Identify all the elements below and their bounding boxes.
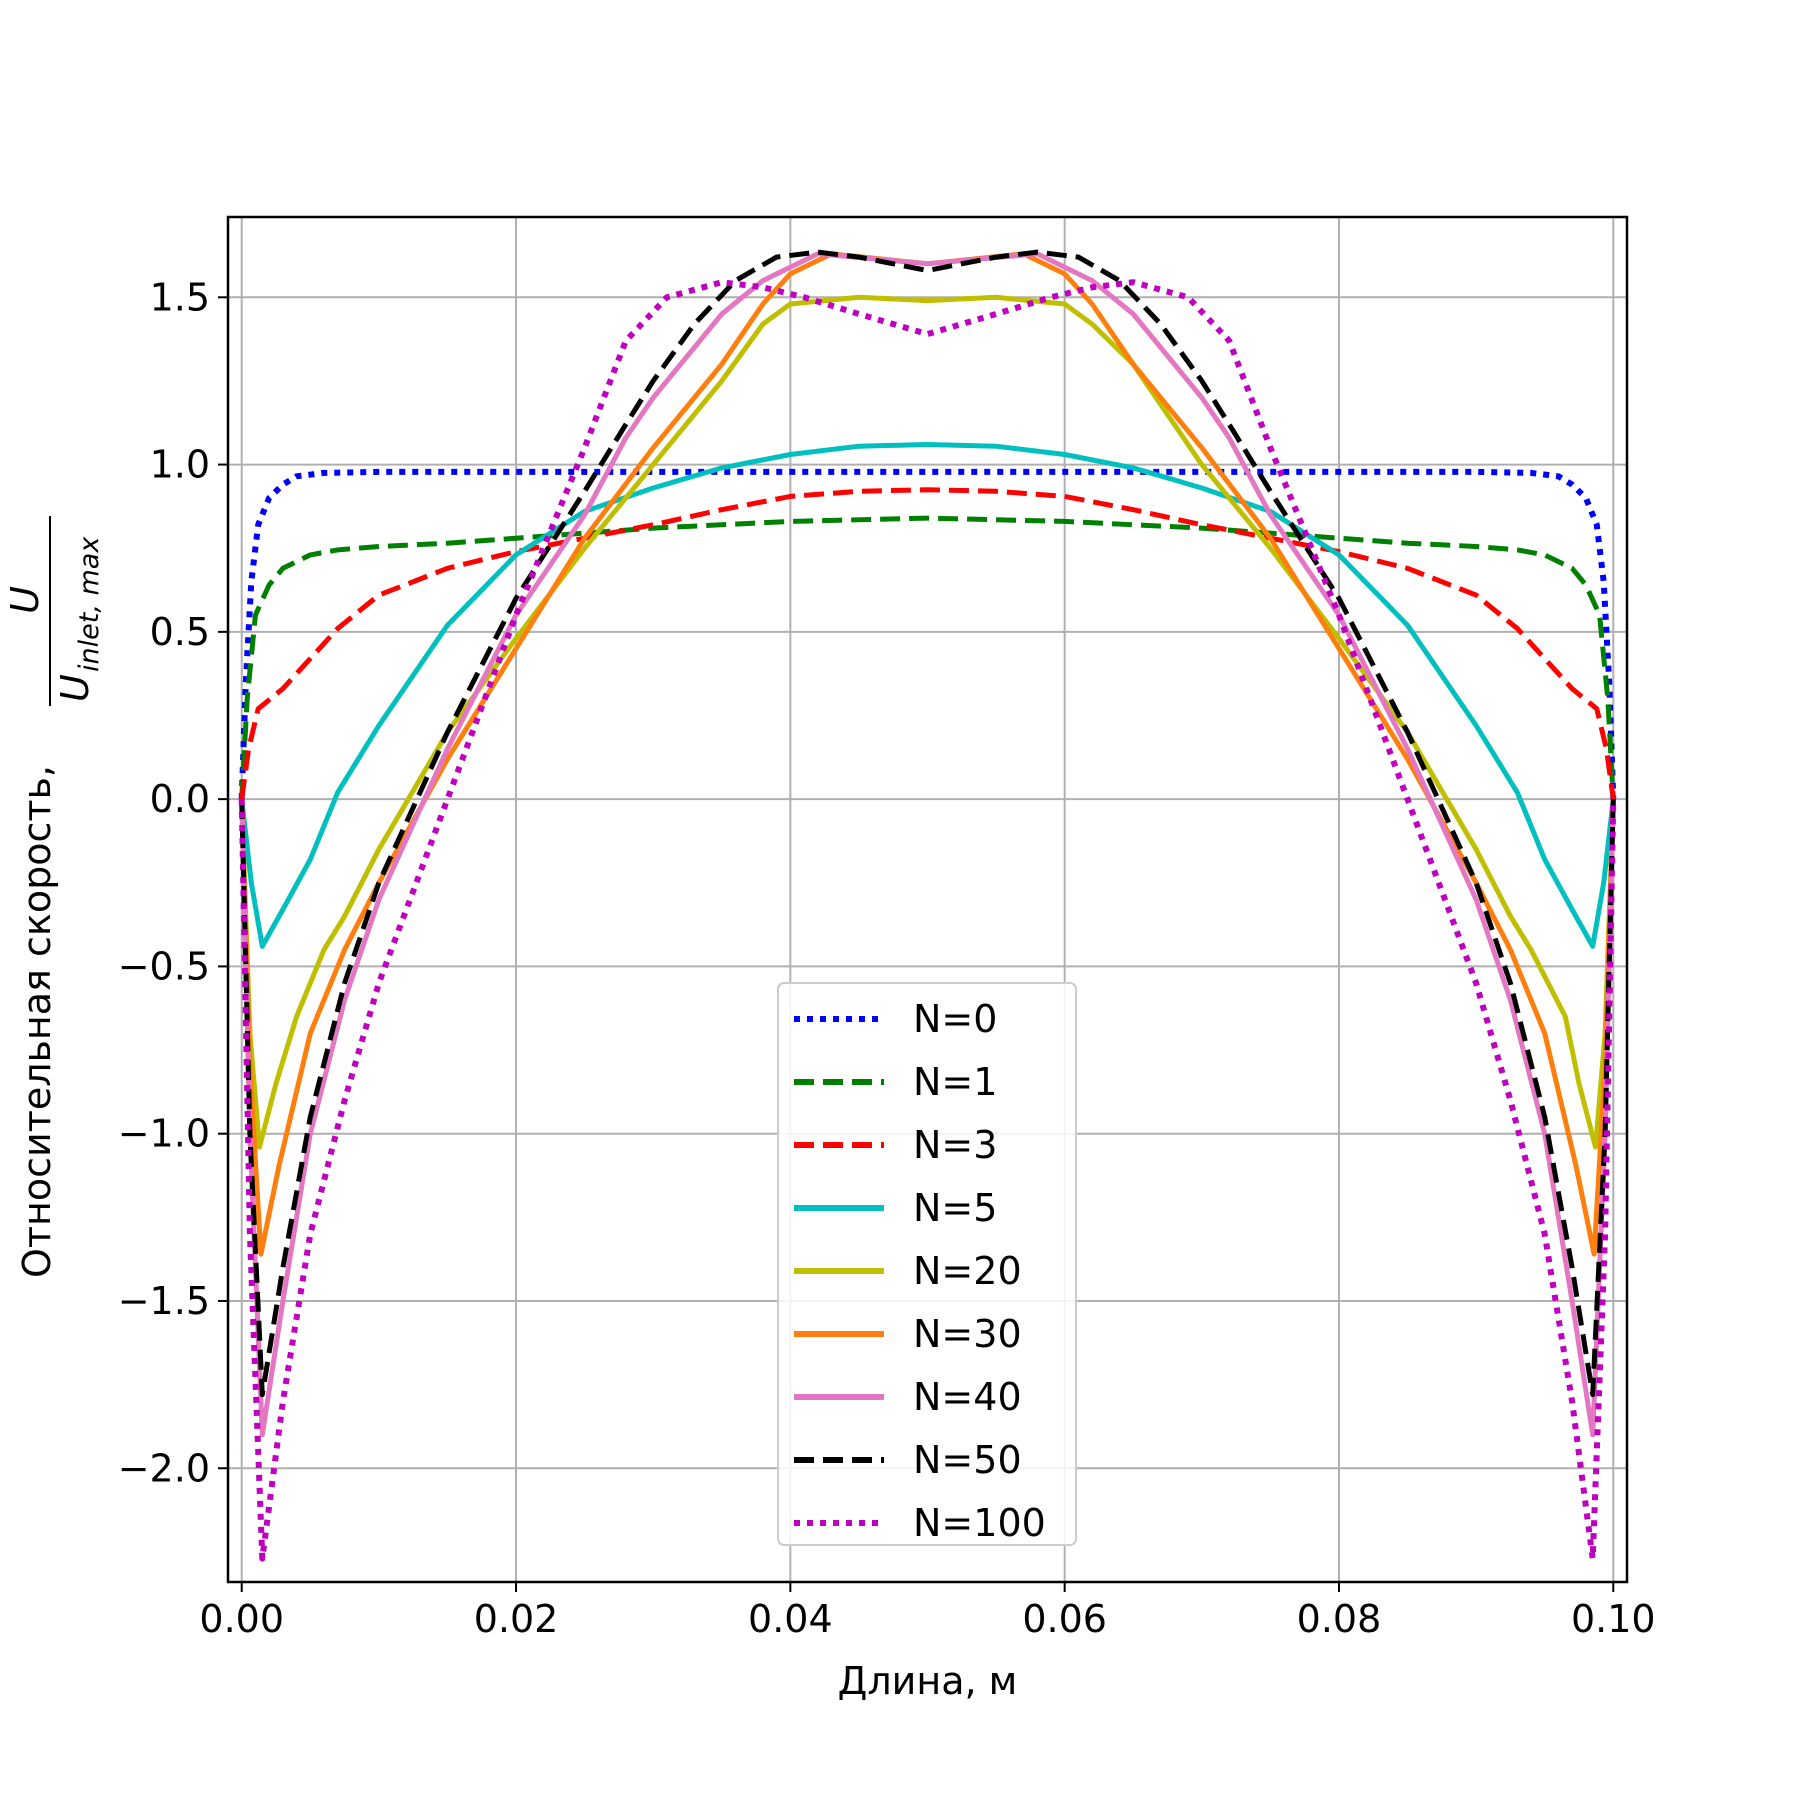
legend-label: N=0 xyxy=(913,997,997,1041)
series-line-n-5 xyxy=(239,442,1616,949)
legend-label: N=1 xyxy=(913,1060,997,1104)
x-tick-label: 0.06 xyxy=(1022,1597,1107,1641)
legend-label: N=100 xyxy=(913,1501,1046,1545)
x-tick-label: 0.00 xyxy=(199,1597,284,1641)
legend-label: N=3 xyxy=(913,1123,997,1167)
legend-label: N=30 xyxy=(913,1312,1022,1356)
y-axis-ticks: −2.0 −1.5 −1.0 −0.5 0.0 0.5 1.0 1.5 xyxy=(118,275,228,1490)
grid xyxy=(228,217,1627,1582)
x-tick-label: 0.02 xyxy=(474,1597,559,1641)
series-line-n-50 xyxy=(239,249,1616,1398)
y-tick-label: −1.0 xyxy=(118,1112,210,1156)
series-layer xyxy=(238,249,1617,1562)
y-axis-label-text: Относительная скорость, xyxy=(15,765,59,1278)
y-tick-label: −0.5 xyxy=(118,944,210,988)
x-axis-label: Длина, м xyxy=(838,1659,1018,1703)
legend: N=0 N=1 N=3 N=5 N=20 N=30 N=40 N=50 N=100 xyxy=(777,982,1077,1546)
y-tick-label: 1.0 xyxy=(150,443,210,487)
series-line-n-40 xyxy=(239,251,1616,1438)
y-tick-label: 0.0 xyxy=(150,777,210,821)
series-line-n-100 xyxy=(238,279,1617,1562)
x-axis-ticks: 0.00 0.02 0.04 0.06 0.08 0.10 xyxy=(199,1582,1656,1641)
plot-frame xyxy=(226,215,1629,1584)
x-tick-label: 0.08 xyxy=(1297,1597,1382,1641)
legend-box xyxy=(777,982,1077,1546)
series-line-n-0 xyxy=(238,468,1617,800)
y-axis-label-numerator: U xyxy=(3,586,47,614)
x-tick-label: 0.10 xyxy=(1571,1597,1656,1641)
y-tick-label: 0.5 xyxy=(150,610,210,654)
y-tick-label: 1.5 xyxy=(150,275,210,319)
legend-label: N=40 xyxy=(913,1375,1022,1419)
legend-label: N=5 xyxy=(913,1186,997,1230)
series-line-n-3 xyxy=(239,487,1616,800)
y-tick-label: −2.0 xyxy=(118,1446,210,1490)
y-axis-label-subscript: inlet, max xyxy=(74,536,105,672)
x-tick-label: 0.04 xyxy=(748,1597,833,1641)
series-line-n-20 xyxy=(239,294,1616,1150)
y-axis-label-denominator: U xyxy=(53,674,97,702)
legend-label: N=20 xyxy=(913,1249,1022,1293)
y-axis-label: Относительная скорость, U U inlet, max xyxy=(3,516,105,1278)
legend-entries: N=0 N=1 N=3 N=5 N=20 N=30 N=40 N=50 N=100 xyxy=(794,997,1046,1545)
legend-label: N=50 xyxy=(913,1438,1022,1482)
y-tick-label: −1.5 xyxy=(118,1279,210,1323)
series-line-n-1 xyxy=(239,515,1616,800)
